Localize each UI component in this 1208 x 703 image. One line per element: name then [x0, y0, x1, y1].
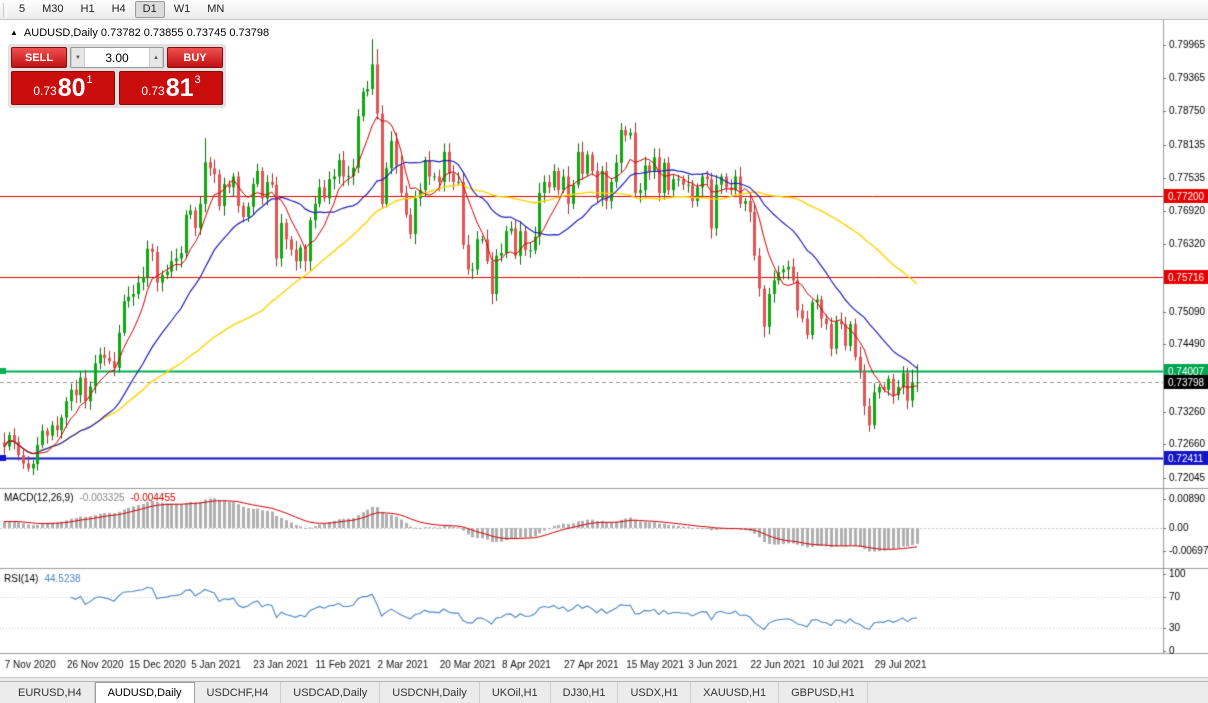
chart-ohlc-header: ▲ AUDUSD,Daily 0.73782 0.73855 0.73745 0…	[10, 27, 269, 39]
toolbar-grip	[3, 2, 7, 17]
one-click-buttons-row: SELL ▼ 3.00 ▲ BUY	[11, 47, 223, 68]
chart-title-ohlc: AUDUSD,Daily 0.73782 0.73855 0.73745 0.7…	[23, 27, 270, 39]
sell-price-pip: 1	[86, 74, 93, 86]
chart-tab-dj30-h1[interactable]: DJ30,H1	[551, 682, 619, 703]
volume-increase-button[interactable]: ▲	[149, 48, 163, 67]
period-button-m30[interactable]: M30	[34, 1, 71, 18]
chart-tab-usdcad-daily[interactable]: USDCAD,Daily	[281, 682, 381, 703]
sell-price-prefix: 0.73	[33, 83, 57, 98]
chart-window: ▲ AUDUSD,Daily 0.73782 0.73855 0.73745 0…	[0, 20, 1208, 677]
sell-price-big: 80	[57, 74, 86, 103]
chart-tabs-bar: EURUSD,H4 AUDUSD,Daily USDCHF,H4 USDCAD,Dai…	[0, 681, 1208, 703]
period-button-mn[interactable]: MN	[199, 1, 232, 18]
buy-price-prefix: 0.73	[141, 83, 165, 98]
period-button-h4[interactable]: H4	[104, 1, 134, 18]
period-button-5[interactable]: 5	[11, 1, 33, 18]
window-resize-strip	[0, 677, 1208, 681]
timeframe-toolbar: 5 M30 H1 H4 D1 W1 MN	[0, 0, 1208, 20]
period-buttons-group: 5 M30 H1 H4 D1 W1 MN	[11, 1, 232, 18]
chart-tab-ukoil-h1[interactable]: UKOil,H1	[480, 682, 551, 703]
price-chart-canvas[interactable]	[0, 20, 1208, 677]
sell-button[interactable]: SELL	[11, 47, 67, 68]
volume-stepper: ▼ 3.00 ▲	[70, 47, 164, 68]
chart-tab-eurusd-h4[interactable]: EURUSD,H4	[6, 682, 95, 703]
chart-tab-usdx-h1[interactable]: USDX,H1	[618, 682, 692, 703]
one-click-trading-panel: SELL ▼ 3.00 ▲ BUY 0.73 80 1 0.73 81 3	[8, 44, 226, 108]
period-button-w1[interactable]: W1	[166, 1, 199, 18]
buy-button[interactable]: BUY	[167, 47, 223, 68]
chart-tab-usdcnh-daily[interactable]: USDCNH,Daily	[380, 682, 480, 703]
buy-price-big: 81	[165, 74, 194, 103]
chart-tab-xauusd-h1[interactable]: XAUUSD,H1	[691, 682, 780, 703]
buy-price-tile[interactable]: 0.73 81 3	[119, 71, 223, 105]
volume-value[interactable]: 3.00	[105, 50, 129, 65]
one-click-prices-row: 0.73 80 1 0.73 81 3	[11, 71, 223, 105]
buy-price-pip: 3	[194, 74, 201, 86]
volume-decrease-button[interactable]: ▼	[71, 48, 85, 67]
chart-tab-gbpusd-h1[interactable]: GBPUSD,H1	[779, 682, 868, 703]
sell-price-tile[interactable]: 0.73 80 1	[11, 71, 115, 105]
one-click-collapse-icon[interactable]: ▲	[10, 28, 18, 37]
period-button-h1[interactable]: H1	[73, 1, 103, 18]
chart-tab-usdchf-h4[interactable]: USDCHF,H4	[195, 682, 282, 703]
period-button-d1[interactable]: D1	[134, 1, 165, 18]
chart-tab-audusd-daily[interactable]: AUDUSD,Daily	[94, 682, 195, 703]
